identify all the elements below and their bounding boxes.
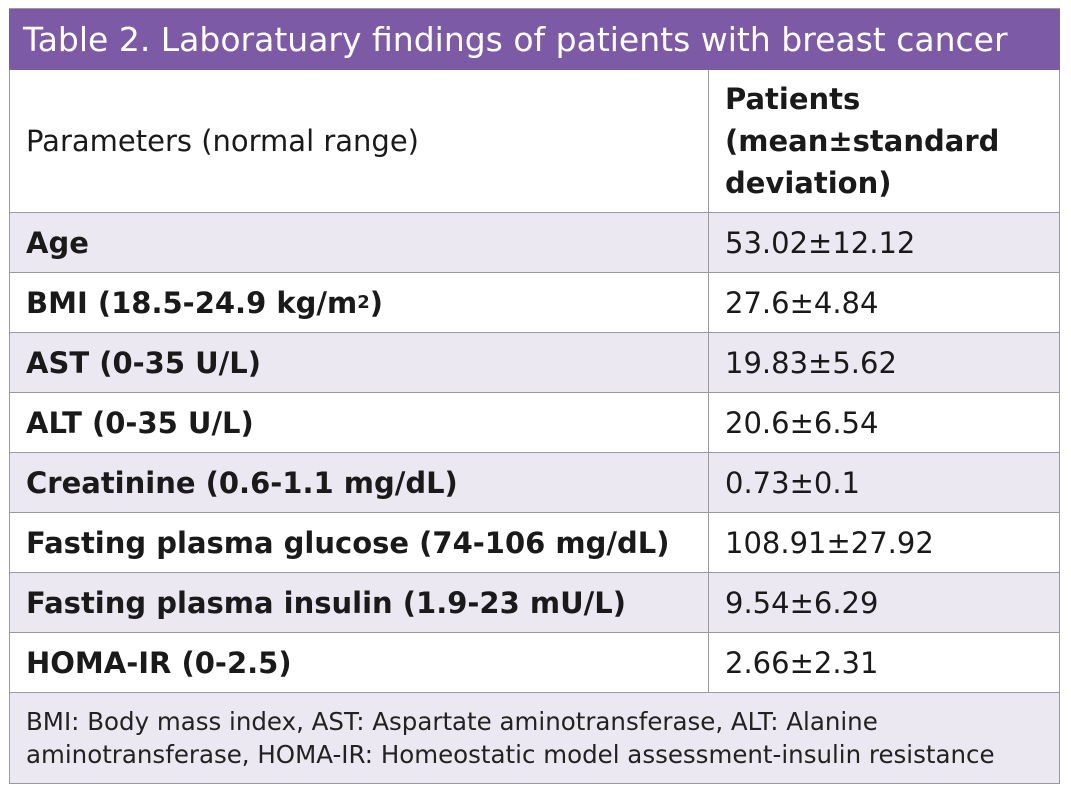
table-row-creatinine: Creatinine (0.6-1.1 mg/dL) 0.73±0.1 (9, 453, 1060, 513)
value-cell: 27.6±4.84 (725, 285, 879, 320)
table-row-glucose: Fasting plasma glucose (74-106 mg/dL) 10… (9, 513, 1060, 573)
param-cell: BMI (18.5-24.9 kg/m 2) (10, 273, 709, 332)
lab-findings-table: Table 2. Laboratuary findings of patient… (9, 8, 1060, 784)
param-cell: ALT (0-35 U/L) (10, 393, 709, 452)
value-cell: 108.91±27.92 (725, 525, 934, 560)
param-cell: Fasting plasma insulin (1.9-23 mU/L) (10, 573, 709, 632)
table-footnote: BMI: Body mass index, AST: Aspartate ami… (9, 693, 1060, 784)
param-text-suffix: ) (369, 285, 383, 320)
value-cell: 20.6±6.54 (725, 405, 879, 440)
value-cell: 19.83±5.62 (725, 345, 897, 380)
param-text: BMI (18.5-24.9 kg/m (26, 285, 358, 320)
value-cell: 0.73±0.1 (725, 465, 860, 500)
table-row-ast: AST (0-35 U/L) 19.83±5.62 (9, 333, 1060, 393)
table-title: Table 2. Laboratuary findings of patient… (9, 9, 1060, 70)
param-cell: Fasting plasma glucose (74-106 mg/dL) (10, 513, 709, 572)
table-row-homa-ir: HOMA-IR (0-2.5) 2.66±2.31 (9, 633, 1060, 693)
value-cell: 9.54±6.29 (725, 585, 879, 620)
value-cell: 53.02±12.12 (725, 225, 916, 260)
table-row-age: Age 53.02±12.12 (9, 213, 1060, 273)
header-patients: Patients (mean±standard deviation) (725, 82, 1000, 200)
table-row-insulin: Fasting plasma insulin (1.9-23 mU/L) 9.5… (9, 573, 1060, 633)
param-cell: Age (10, 213, 709, 272)
header-parameters: Parameters (normal range) (10, 70, 709, 212)
table-header-row: Parameters (normal range) Patients (mean… (9, 70, 1060, 213)
table-row-alt: ALT (0-35 U/L) 20.6±6.54 (9, 393, 1060, 453)
param-cell: HOMA-IR (0-2.5) (10, 633, 709, 692)
param-cell: AST (0-35 U/L) (10, 333, 709, 392)
table-row-bmi: BMI (18.5-24.9 kg/m 2) 27.6±4.84 (9, 273, 1060, 333)
param-cell: Creatinine (0.6-1.1 mg/dL) (10, 453, 709, 512)
value-cell: 2.66±2.31 (725, 645, 879, 680)
